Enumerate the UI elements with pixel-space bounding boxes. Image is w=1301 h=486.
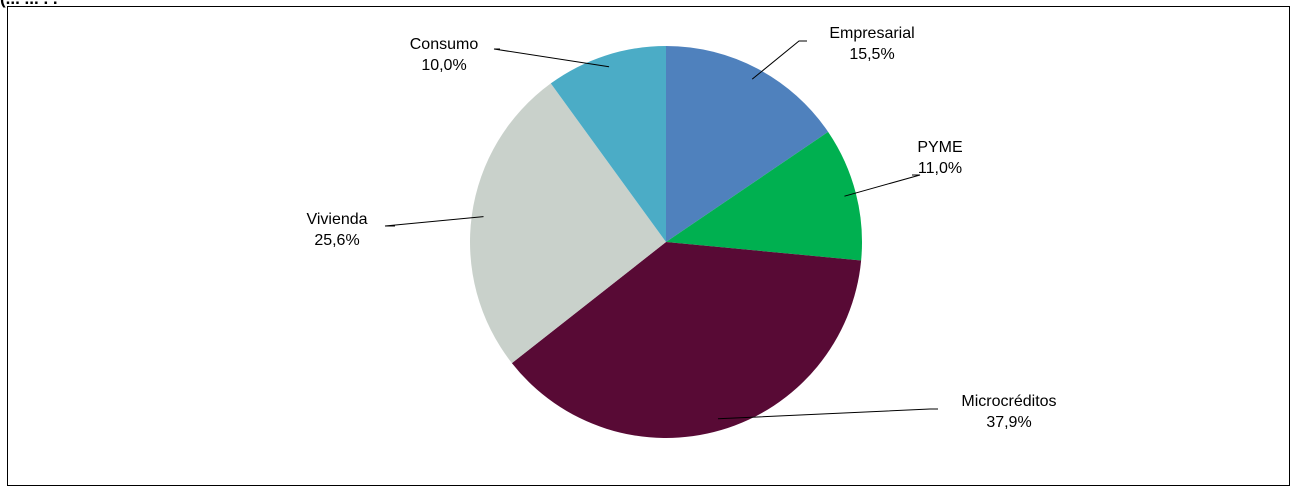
leader-line-microcreditos [717, 408, 938, 420]
slice-label-consumo: Consumo [410, 36, 479, 53]
leader-line-pyme [844, 174, 921, 197]
pie-slice-microcreditos [511, 242, 862, 438]
leader-line-empresarial [751, 40, 807, 80]
slice-label-vivienda: Vivienda [306, 211, 367, 228]
pie-slice-pyme [666, 131, 862, 261]
slice-labels: Empresarial 15,5% PYME 11,0% Microcréditos 37… [306, 25, 1056, 431]
pie-slices [470, 46, 862, 438]
slice-value-vivienda: 25,6% [314, 232, 359, 249]
slice-label-empresarial: Empresarial [829, 25, 914, 42]
slice-value-empresarial: 15,5% [849, 46, 894, 63]
leader-lines [384, 40, 938, 420]
slice-value-consumo: 10,0% [421, 57, 466, 74]
chart-title-fragment: (... ... . . [0, 0, 58, 9]
slice-value-microcreditos: 37,9% [986, 414, 1031, 431]
leader-line-vivienda [384, 216, 484, 227]
slice-label-pyme: PYME [917, 139, 962, 156]
slice-label-microcreditos: Microcréditos [961, 393, 1056, 410]
pie-slice-empresarial [666, 46, 829, 242]
leader-line-consumo [493, 48, 610, 68]
slice-value-pyme: 11,0% [918, 160, 962, 177]
pie-slice-vivienda [470, 83, 666, 364]
pie-slice-consumo [550, 46, 666, 242]
